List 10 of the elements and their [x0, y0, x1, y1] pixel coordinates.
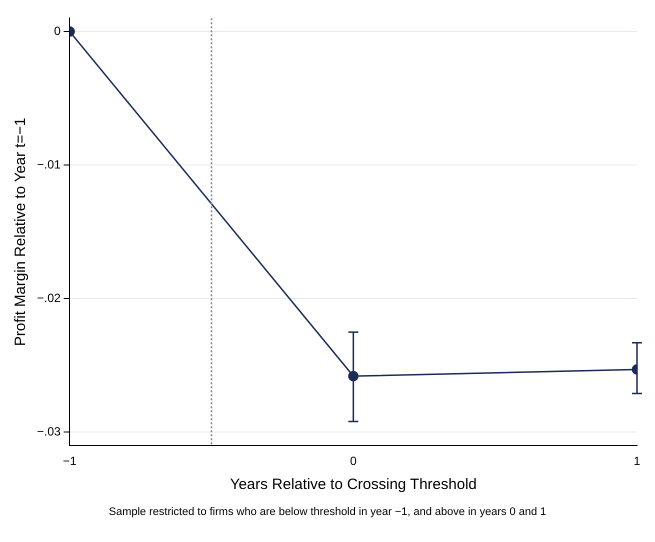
y-tick-label: −.03 — [36, 424, 61, 439]
text: Sample restricted to firms who are below threshold in year −1, and above in years 0 and 1 — [108, 506, 548, 518]
x-axis-title: Years Relative to Crossing Threshold — [230, 476, 477, 494]
x-tick-label: −1 — [62, 454, 77, 468]
x-tick-label: 1 — [634, 454, 641, 468]
x-tick-label: 0 — [350, 454, 357, 468]
y-tick-label: −.02 — [36, 290, 61, 305]
y-tick-label: 0 — [54, 24, 61, 38]
y-axis-title: Profit Margin Relative to Year t=−1 — [12, 118, 30, 346]
y-tick-label: −.01 — [36, 157, 61, 172]
